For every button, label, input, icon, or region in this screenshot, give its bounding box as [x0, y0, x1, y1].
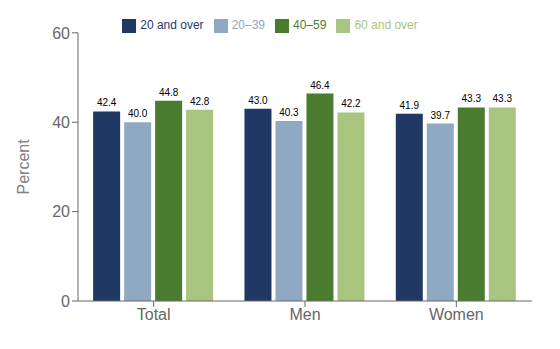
html-text:60 and over: 60 and over — [354, 18, 418, 32]
svg-text:46.4: 46.4 — [310, 80, 330, 91]
svg-text:42.4: 42.4 — [97, 97, 117, 108]
svg-text:Percent: Percent — [15, 139, 32, 195]
html-text:20 and over: 20 and over — [140, 18, 204, 32]
svg-text:Women: Women — [429, 306, 484, 323]
html-text:40–59: 40–59 — [293, 18, 327, 32]
svg-text:42.8: 42.8 — [190, 96, 210, 107]
svg-text:40.0: 40.0 — [128, 108, 148, 119]
svg-text:42.2: 42.2 — [341, 98, 361, 109]
svg-text:44.8: 44.8 — [159, 87, 179, 98]
svg-text:41.9: 41.9 — [400, 100, 420, 111]
html-text:20–39: 20–39 — [231, 18, 265, 32]
svg-text:20: 20 — [52, 203, 70, 220]
svg-text:0: 0 — [61, 293, 70, 310]
svg-text:60: 60 — [52, 25, 70, 42]
svg-text:43.0: 43.0 — [248, 95, 268, 106]
svg-text:40.3: 40.3 — [279, 107, 299, 118]
svg-text:43.3: 43.3 — [462, 93, 482, 104]
svg-text:39.7: 39.7 — [431, 110, 451, 121]
svg-text:43.3: 43.3 — [493, 93, 513, 104]
svg-text:Men: Men — [289, 306, 320, 323]
svg-text:40: 40 — [52, 114, 70, 131]
svg-text:Total: Total — [137, 306, 171, 323]
